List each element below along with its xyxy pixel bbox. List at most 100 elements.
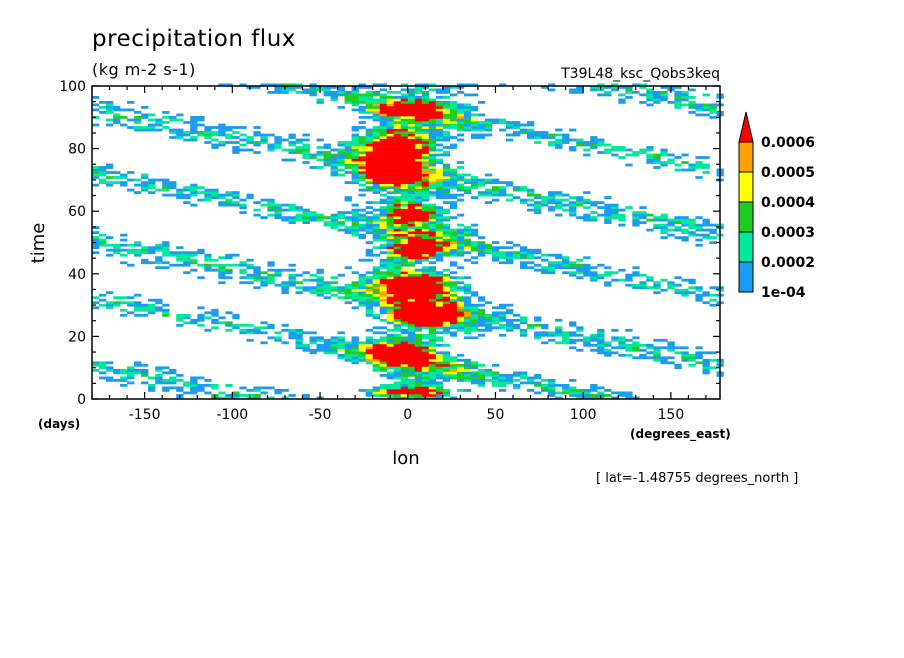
precip-cell <box>113 176 121 179</box>
precip-cell <box>569 333 577 337</box>
precip-cell <box>463 283 472 287</box>
precip-cell <box>288 151 296 154</box>
precip-cell <box>646 158 654 162</box>
precip-cell <box>358 358 366 362</box>
precip-cell <box>400 353 408 357</box>
precip-cell <box>176 136 184 139</box>
precip-cell <box>400 221 408 224</box>
precip-cell <box>421 391 430 395</box>
precip-cell <box>358 116 366 119</box>
precip-cell <box>407 213 416 217</box>
precip-cell <box>407 121 416 124</box>
precip-cell <box>449 276 458 280</box>
precip-cell <box>632 213 640 217</box>
precip-cell <box>527 376 535 380</box>
precip-cell <box>344 283 352 287</box>
precip-cell <box>267 208 275 212</box>
precip-cell <box>449 318 458 322</box>
precip-cell <box>681 293 689 297</box>
precip-cell <box>330 148 338 152</box>
precip-cell <box>407 338 416 342</box>
precip-cell <box>379 206 387 209</box>
precip-cell <box>421 206 430 209</box>
precip-cell <box>499 191 507 194</box>
precip-cell <box>618 223 626 227</box>
precip-cell <box>414 351 423 355</box>
precip-cell <box>653 101 661 104</box>
precip-cell <box>190 183 198 187</box>
precip-cell <box>709 111 717 114</box>
precip-cell <box>618 93 626 97</box>
precip-cell <box>660 228 668 232</box>
precip-cell <box>604 351 612 355</box>
precip-cell <box>632 348 640 352</box>
precip-cell <box>386 271 394 275</box>
precip-cell <box>183 263 191 267</box>
precip-cell <box>653 153 661 157</box>
precip-cell <box>323 223 331 227</box>
precip-cell <box>421 126 430 129</box>
precip-cell <box>541 323 549 327</box>
precip-cell <box>674 98 682 102</box>
precip-cell <box>260 283 268 287</box>
precip-cell <box>281 91 289 94</box>
precip-cell <box>400 111 408 114</box>
precip-cell <box>463 251 472 255</box>
precip-cell <box>372 161 380 164</box>
precip-cell <box>400 246 408 250</box>
precip-cell <box>239 331 247 335</box>
precip-cell <box>225 311 233 315</box>
precip-cell <box>660 236 668 239</box>
precip-cell <box>372 298 380 302</box>
precip-cell <box>393 156 401 159</box>
precip-cell <box>646 103 654 107</box>
precip-cell <box>421 271 430 275</box>
precip-cell <box>393 206 401 209</box>
precip-cell <box>499 374 507 377</box>
precip-cell <box>442 226 451 229</box>
precip-cell <box>337 173 345 177</box>
precip-cell <box>288 276 296 280</box>
precip-cell <box>499 313 507 317</box>
precip-cell <box>576 391 584 395</box>
precip-cell <box>639 343 647 347</box>
precip-cell <box>435 381 444 385</box>
precip-cell <box>337 158 345 162</box>
colorbar-segment <box>738 171 754 203</box>
precip-cell <box>428 191 437 194</box>
precip-cell <box>372 156 380 159</box>
precip-cell <box>309 86 317 89</box>
precip-cell <box>400 136 408 139</box>
precip-cell <box>351 91 359 94</box>
precip-cell <box>442 369 451 372</box>
precip-cell <box>379 113 387 117</box>
precip-cell <box>562 198 570 202</box>
precip-cell <box>386 296 394 300</box>
precip-cell <box>674 216 682 219</box>
precip-cell <box>421 351 430 355</box>
precip-cell <box>660 153 668 157</box>
precip-cell <box>365 389 373 392</box>
precip-cell <box>590 266 598 270</box>
colorbar-extend-arrow <box>738 111 754 143</box>
precip-cell <box>674 156 682 159</box>
precip-cell <box>442 303 451 307</box>
precip-cell <box>590 143 598 147</box>
precip-cell <box>400 98 408 102</box>
precip-cell <box>484 126 493 129</box>
precip-cell <box>162 121 170 124</box>
precip-cell <box>435 113 444 117</box>
precip-cell <box>562 193 570 197</box>
precip-cell <box>351 223 359 227</box>
precip-cell <box>393 263 401 267</box>
precip-cell <box>344 148 352 152</box>
precip-cell <box>365 161 373 164</box>
precip-cell <box>449 316 458 320</box>
precip-cell <box>576 216 584 219</box>
precip-cell <box>421 113 430 117</box>
precip-cell <box>506 246 514 250</box>
precip-cell <box>267 148 275 152</box>
precip-cell <box>162 253 170 257</box>
precip-cell <box>162 116 170 119</box>
